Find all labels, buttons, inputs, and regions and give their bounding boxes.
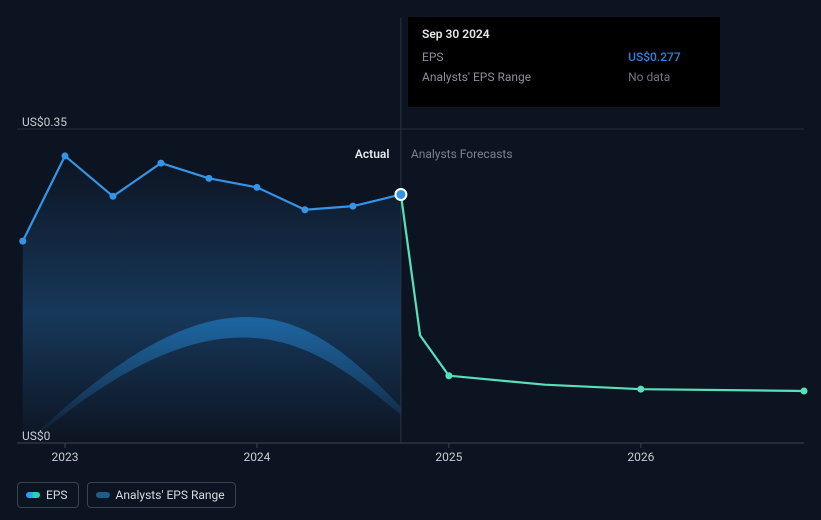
tooltip-range-key: Analysts' EPS Range <box>422 67 628 87</box>
legend-range[interactable]: Analysts' EPS Range <box>87 482 236 508</box>
x-axis-tick-label: 2024 <box>243 450 270 464</box>
eps-chart: Sep 30 2024 EPS US$0.277 Analysts' EPS R… <box>0 0 821 520</box>
y-axis-tick-label: US$0.35 <box>22 115 67 129</box>
x-axis-tick-label: 2023 <box>51 450 78 464</box>
legend-eps-label: EPS <box>46 488 68 502</box>
legend-eps[interactable]: EPS <box>17 482 79 508</box>
tooltip-eps-key: EPS <box>422 47 628 67</box>
y-axis-tick-label: US$0 <box>22 429 50 443</box>
x-axis-tick-label: 2025 <box>435 450 462 464</box>
legend-range-label: Analysts' EPS Range <box>116 488 225 502</box>
x-axis-tick-label: 2026 <box>627 450 654 464</box>
legend-eps-swatch-icon <box>26 492 40 498</box>
tooltip-eps-value: US$0.277 <box>628 47 706 67</box>
forecast-region-label: Analysts Forecasts <box>411 147 513 161</box>
actual-region-label: Actual <box>355 147 390 161</box>
tooltip-range-value: No data <box>628 67 706 87</box>
tooltip-date: Sep 30 2024 <box>422 27 706 41</box>
legend-range-swatch-icon <box>96 492 110 498</box>
chart-legend: EPS Analysts' EPS Range <box>17 482 236 508</box>
chart-tooltip: Sep 30 2024 EPS US$0.277 Analysts' EPS R… <box>408 17 720 107</box>
tooltip-table: EPS US$0.277 Analysts' EPS Range No data <box>422 47 706 87</box>
